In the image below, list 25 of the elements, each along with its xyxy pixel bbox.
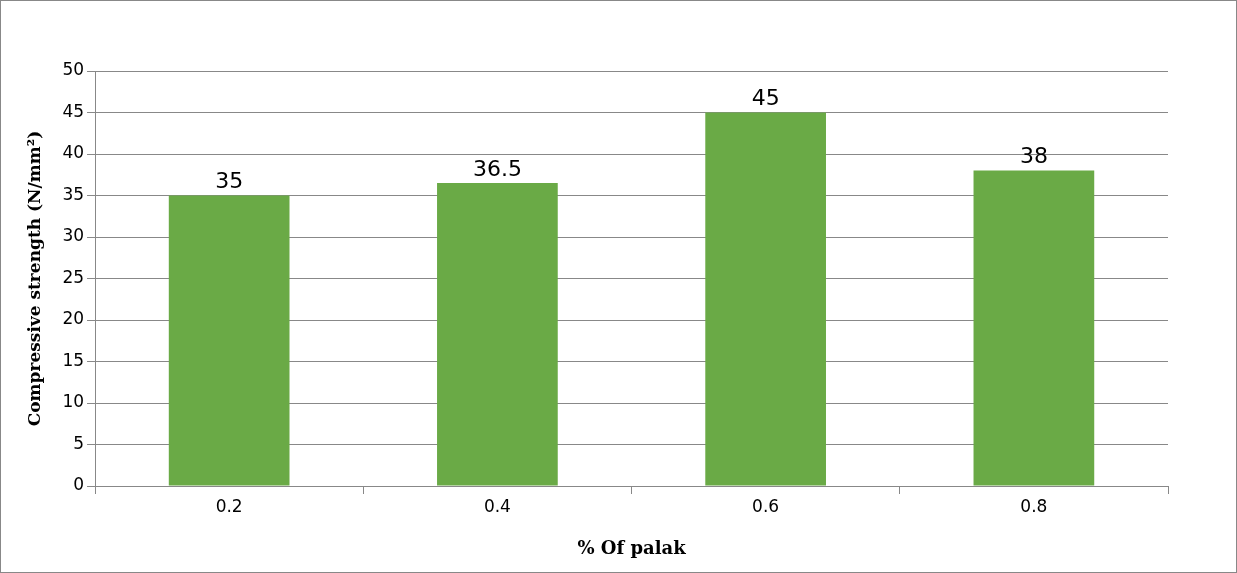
y-tick-label: 10 bbox=[62, 391, 85, 412]
y-tick-label: 25 bbox=[62, 266, 85, 287]
data-label: 35 bbox=[215, 168, 244, 194]
y-tick-label: 50 bbox=[62, 59, 85, 80]
y-tick-label: 30 bbox=[62, 225, 85, 246]
data-label: 45 bbox=[751, 85, 780, 111]
bar bbox=[437, 183, 558, 486]
y-tick-label: 0 bbox=[73, 474, 85, 495]
bar bbox=[973, 170, 1095, 486]
y-tick-label: 20 bbox=[62, 308, 85, 329]
x-axis-title: % Of palak bbox=[577, 536, 687, 558]
bar bbox=[168, 195, 290, 486]
x-tick-label: 0.8 bbox=[1020, 495, 1048, 516]
y-axis-title: Compressive strength (N/mm²) bbox=[23, 130, 44, 427]
y-tick-label: 35 bbox=[62, 183, 85, 204]
data-label: 38 bbox=[1019, 143, 1048, 169]
y-tick-label: 15 bbox=[62, 349, 85, 370]
y-tick-label: 40 bbox=[62, 142, 85, 163]
y-tick-label: 5 bbox=[73, 432, 85, 453]
y-tick-label: 45 bbox=[62, 100, 85, 121]
x-tick-label: 0.4 bbox=[483, 495, 511, 516]
x-tick-label: 0.2 bbox=[215, 495, 243, 516]
bar bbox=[705, 112, 826, 486]
data-label: 36.5 bbox=[472, 155, 522, 181]
x-tick-label: 0.6 bbox=[752, 495, 780, 516]
